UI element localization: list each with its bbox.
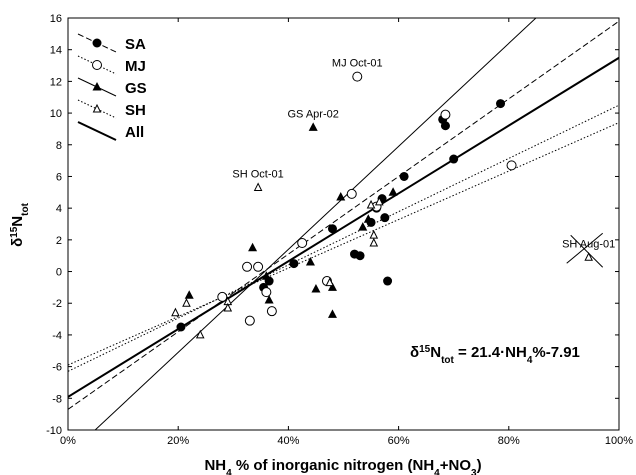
data-point-gs bbox=[261, 271, 271, 280]
data-point-gs bbox=[311, 283, 321, 293]
data-point-mj bbox=[261, 287, 272, 298]
data-point-gs bbox=[363, 214, 373, 223]
data-point-gs bbox=[327, 309, 337, 318]
data-point-sa bbox=[380, 213, 390, 223]
data-point-sh bbox=[182, 298, 191, 307]
regression-line-mj bbox=[68, 122, 619, 366]
data-point-sh bbox=[325, 277, 335, 287]
data-point-mj bbox=[244, 315, 255, 326]
y-tick-label: 12 bbox=[50, 76, 62, 88]
equation-label: δ15Ntot = 21.4·NH4%-7.91 bbox=[410, 344, 580, 366]
data-point-sa bbox=[399, 171, 409, 181]
data-point-mj bbox=[440, 109, 451, 120]
x-tick-label: 80% bbox=[498, 435, 520, 447]
regression-line-sh bbox=[68, 104, 619, 372]
data-point-gs bbox=[184, 290, 194, 299]
x-tick-label: 100% bbox=[605, 435, 633, 447]
legend-label-sh: SH bbox=[125, 102, 146, 119]
annotation-label: SH Aug-01 bbox=[562, 238, 615, 250]
data-point-gs bbox=[305, 257, 315, 266]
data-point-gs bbox=[308, 122, 318, 131]
x-axis-title: NH4 % of inorganic nitrogen (NH4+NO3) bbox=[204, 457, 481, 475]
axis-ticks: -10 -8 -6 -4 -2 0 2 4 6 8 10 12 14 16 0% 20% 40% 60% 80% 10… bbox=[46, 13, 633, 447]
x-tick-label: 20% bbox=[167, 435, 189, 447]
y-tick-label: -2 bbox=[52, 298, 62, 310]
data-point-sh bbox=[253, 182, 263, 192]
legend-label-gs: GS bbox=[125, 80, 147, 97]
y-axis-title: δ15Ntot bbox=[9, 202, 31, 247]
x-tick-label: 0% bbox=[60, 435, 76, 447]
legend-line-all bbox=[77, 121, 117, 141]
data-point-mj bbox=[506, 160, 517, 171]
data-point-sh bbox=[195, 329, 205, 339]
annotation-cross bbox=[566, 232, 604, 264]
data-point-gs bbox=[327, 282, 337, 291]
legend-label-sa: SA bbox=[125, 36, 146, 53]
data-point-sh bbox=[171, 307, 180, 317]
data-points bbox=[171, 71, 594, 339]
annotation-label: MJ Oct-01 bbox=[332, 58, 383, 70]
data-point-sa bbox=[327, 224, 337, 234]
data-point-sa bbox=[440, 121, 450, 131]
data-point-mj bbox=[346, 188, 357, 199]
data-point-gs bbox=[248, 242, 258, 252]
y-tick-label: 8 bbox=[56, 140, 62, 152]
legend-label-mj: MJ bbox=[125, 58, 146, 75]
legend: SA MJ GS SH All bbox=[77, 33, 147, 141]
data-point-sh bbox=[223, 302, 233, 312]
data-point-gs bbox=[358, 222, 368, 231]
y-tick-label: 16 bbox=[50, 13, 62, 25]
y-tick-label: 4 bbox=[56, 203, 62, 215]
data-point-mj bbox=[266, 306, 277, 317]
data-point-sa bbox=[289, 259, 299, 269]
data-point-gs bbox=[388, 187, 398, 196]
data-point-mj bbox=[242, 261, 253, 272]
y-tick-label: 10 bbox=[50, 108, 62, 120]
y-tick-label: 2 bbox=[56, 235, 62, 247]
legend-marker-gs bbox=[92, 82, 102, 91]
data-point-sh bbox=[375, 196, 384, 206]
y-tick-label: -8 bbox=[52, 393, 62, 405]
data-point-mj bbox=[297, 238, 308, 249]
data-point-mj bbox=[352, 71, 363, 82]
legend-marker-sa bbox=[92, 38, 102, 48]
regression-line-sa bbox=[68, 20, 619, 410]
y-tick-label: 6 bbox=[56, 171, 62, 183]
data-point-sa bbox=[383, 276, 393, 286]
y-tick-label: -4 bbox=[52, 330, 62, 342]
x-tick-label: 60% bbox=[388, 435, 410, 447]
data-point-sa bbox=[496, 99, 506, 109]
legend-marker-mj bbox=[92, 60, 102, 70]
y-tick-label: -10 bbox=[46, 425, 62, 437]
data-point-sa bbox=[176, 322, 186, 332]
data-point-sh bbox=[369, 237, 379, 247]
y-tick-label: 14 bbox=[50, 45, 62, 57]
regression-line-all bbox=[68, 56, 619, 398]
data-point-gs bbox=[336, 192, 346, 201]
annotation-cross bbox=[570, 234, 604, 268]
annotation-label: SH Oct-01 bbox=[232, 169, 283, 181]
data-point-sa bbox=[355, 251, 365, 261]
legend-marker-sh bbox=[92, 103, 102, 113]
data-point-mj bbox=[253, 261, 264, 272]
plot-area bbox=[67, 17, 620, 431]
annotation-label: GS Apr-02 bbox=[288, 108, 339, 120]
data-point-sh bbox=[584, 252, 594, 261]
data-point-sh bbox=[366, 199, 376, 209]
legend-label-all: All bbox=[125, 124, 144, 141]
data-point-gs bbox=[264, 295, 274, 304]
x-tick-label: 40% bbox=[277, 435, 299, 447]
annotations: MJ Oct-01 GS Apr-02 SH Oct-01 SH Aug-01 bbox=[232, 58, 615, 268]
y-tick-label: -6 bbox=[52, 362, 62, 374]
data-point-sa bbox=[449, 154, 459, 164]
y-tick-label: 0 bbox=[56, 267, 62, 279]
data-point-mj bbox=[217, 291, 228, 302]
